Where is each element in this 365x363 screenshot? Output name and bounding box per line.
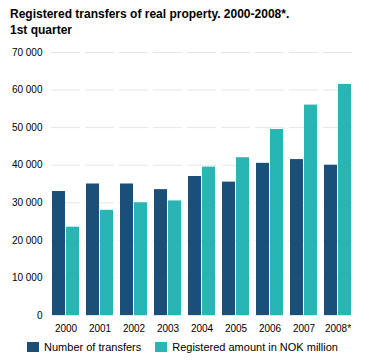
svg-text:0: 0 <box>37 310 43 321</box>
svg-text:2004: 2004 <box>191 323 214 334</box>
svg-text:20 000: 20 000 <box>12 235 43 246</box>
svg-text:2005: 2005 <box>225 323 248 334</box>
svg-text:2003: 2003 <box>157 323 180 334</box>
html-text:1st quarter: 1st quarter <box>10 23 72 38</box>
html-text:Number of transfers: Number of transfers <box>44 341 142 354</box>
svg-text:2008*: 2008* <box>325 323 351 334</box>
svg-text:30 000: 30 000 <box>12 197 43 208</box>
svg-text:2001: 2001 <box>89 323 112 334</box>
svg-text:2000: 2000 <box>55 323 78 334</box>
svg-text:10 000: 10 000 <box>12 273 43 284</box>
svg-text:40 000: 40 000 <box>12 160 43 171</box>
html-text:Registered transfers of real p: Registered transfers of real property. 2… <box>10 7 290 21</box>
svg-text:50 000: 50 000 <box>12 122 43 133</box>
svg-text:2006: 2006 <box>259 323 282 334</box>
svg-text:60 000: 60 000 <box>12 85 43 96</box>
svg-text:70 000: 70 000 <box>12 47 43 58</box>
svg-text:2007: 2007 <box>293 323 316 334</box>
html-text:Registered amount in NOK milli: Registered amount in NOK million <box>172 341 338 354</box>
svg-text:2002: 2002 <box>123 323 146 334</box>
